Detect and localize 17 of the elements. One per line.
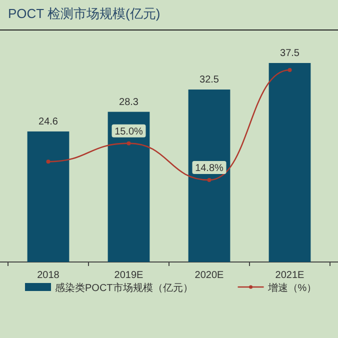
point — [288, 68, 292, 72]
data-label: 37.5 — [280, 48, 300, 59]
x-tick-label: 2019E — [114, 270, 144, 281]
point — [126, 141, 131, 146]
data-label: 14.8% — [195, 163, 224, 174]
data-label: 24.6 — [38, 116, 58, 128]
data-label: 32.5 — [200, 74, 220, 86]
legend-label: 感染类POCT市场规模（亿元） — [55, 282, 193, 294]
legend-label: 增速（%） — [266, 282, 317, 294]
x-tick-label: 2020E — [194, 270, 224, 281]
x-tick-label: 2021E — [275, 270, 305, 281]
data-label: 28.3 — [119, 96, 139, 108]
point — [207, 178, 212, 182]
chart-title: POCT 检测市场规模(亿元) — [8, 6, 160, 21]
x-tick-label: 2018 — [37, 270, 60, 281]
data-label: 15.0% — [114, 126, 144, 138]
point — [46, 160, 50, 164]
